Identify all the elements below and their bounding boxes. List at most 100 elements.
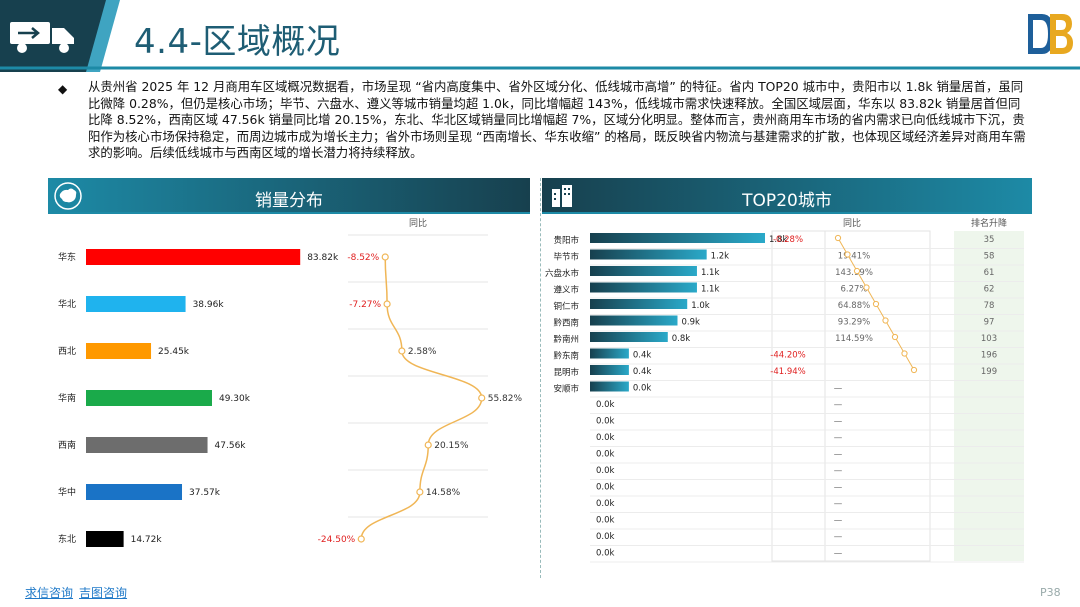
sales-value-label: 14.72k: [131, 535, 163, 545]
city-yoy-label: —: [834, 499, 843, 509]
city-sales-value-label: 0.0k: [596, 450, 615, 460]
region-label: 西北: [58, 346, 76, 357]
city-sales-value-label: 0.4k: [633, 367, 652, 377]
yoy-value-label: -8.52%: [347, 253, 379, 263]
footer-link-1[interactable]: 求信咨询: [25, 586, 74, 600]
city-yoy-label: 19.41%: [838, 252, 870, 262]
footer-link-2[interactable]: 吉图咨询: [79, 586, 128, 600]
rank-change-column-header: 排名升降: [971, 217, 1007, 229]
yoy-value-label: 55.82%: [488, 394, 523, 404]
city-label: 贵阳市: [553, 235, 579, 246]
city-label: 铜仁市: [553, 301, 579, 312]
sales-bar: [86, 390, 212, 406]
rank-change-label: 62: [984, 285, 995, 295]
city-sales-value-label: 0.0k: [596, 516, 615, 526]
region-label: 华中: [58, 486, 76, 498]
yoy-point: [424, 441, 432, 449]
header-band: [0, 0, 1080, 72]
city-sales-value-label: 0.0k: [596, 400, 615, 410]
sales-distribution-header: 销量分布: [48, 178, 530, 214]
city-sales-value-label: 1.1k: [701, 268, 720, 278]
city-sales-bar: [590, 233, 765, 243]
sales-value-label: 49.30k: [219, 394, 251, 404]
city-sales-value-label: 1.2k: [711, 252, 730, 262]
city-yoy-label: 6.27%: [840, 285, 867, 295]
yoy-point: [398, 347, 406, 355]
city-label: 黔西南: [553, 318, 579, 329]
region-label: 西南: [58, 439, 76, 451]
city-sales-value-label: 0.0k: [596, 549, 615, 559]
city-label: 六盘水市: [545, 268, 580, 279]
yoy-value-label: -24.50%: [318, 535, 356, 545]
sales-value-label: 37.57k: [189, 488, 221, 498]
sales-distribution-chart: 同比 华东 83.82k 华北 38.96k 西北 25.45k 华南 49.30k 西南 47.…: [58, 217, 523, 547]
city-sales-value-label: 0.4k: [633, 351, 652, 361]
yoy-point: [383, 300, 391, 308]
city-yoy-label: -44.20%: [770, 351, 805, 361]
city-label: 遵义市: [553, 285, 579, 296]
city-yoy-label: 143.99%: [835, 268, 873, 278]
yoy-value-label: 20.15%: [434, 441, 469, 451]
rank-change-label: 61: [984, 268, 995, 278]
city-sales-value-label: 0.0k: [596, 532, 615, 542]
city-yoy-label: —: [834, 549, 843, 559]
sales-bar: [86, 343, 152, 359]
city-yoy-label: 93.29%: [838, 318, 870, 328]
panel-divider: [540, 178, 542, 578]
city-sales-value-label: 1.0k: [691, 301, 710, 311]
city-yoy-column-header: 同比: [843, 217, 861, 229]
yoy-column-header: 同比: [409, 217, 427, 229]
rank-change-label: 103: [981, 334, 997, 344]
city-yoy-label: 64.88%: [838, 301, 870, 311]
city-sales-bar: [590, 348, 629, 359]
city-yoy-label: —: [834, 483, 843, 493]
rank-change-label: 78: [984, 301, 995, 311]
sales-distribution-title: 销量分布: [255, 191, 323, 211]
company-logo: [1028, 14, 1073, 54]
bullet-icon: ◆: [58, 82, 68, 96]
sales-value-label: 25.45k: [158, 347, 190, 357]
city-yoy-label: —: [834, 466, 843, 476]
sales-value-label: 83.82k: [307, 253, 339, 263]
city-yoy-label: -0.28%: [773, 235, 803, 245]
city-yoy-label: 114.59%: [835, 334, 873, 344]
city-sales-value-label: 0.0k: [633, 384, 652, 394]
header-banner: 4.4-区域概况: [0, 0, 1080, 72]
yoy-point: [357, 535, 365, 543]
building-icon: [552, 185, 572, 207]
region-label: 东北: [58, 533, 76, 545]
city-yoy-label: -41.94%: [770, 367, 805, 377]
region-label: 华南: [58, 392, 76, 404]
city-label: 毕节市: [553, 252, 579, 263]
yoy-column-frame: [771, 230, 931, 562]
city-yoy-point: [863, 284, 870, 291]
sales-bar: [86, 531, 124, 547]
region-label: 华东: [58, 251, 76, 263]
sales-bar: [86, 249, 301, 265]
city-yoy-point: [882, 317, 889, 324]
city-yoy-point: [891, 333, 899, 341]
city-yoy-point: [853, 267, 861, 275]
city-label: 黔东南: [553, 351, 579, 362]
rank-change-label: 97: [984, 318, 995, 328]
city-sales-value-label: 0.0k: [596, 483, 615, 493]
city-label: 黔南州: [553, 334, 579, 345]
city-sales-bar: [590, 266, 697, 276]
city-sales-value-label: 0.8k: [672, 334, 691, 344]
rank-change-label: 58: [984, 252, 995, 262]
rank-change-label: 199: [981, 367, 997, 377]
sales-bar: [86, 296, 186, 312]
yoy-value-label: 14.58%: [426, 488, 461, 498]
china-map-icon: [54, 182, 82, 210]
sales-bar: [86, 437, 208, 453]
city-yoy-label: —: [834, 384, 843, 394]
city-sales-value-label: 0.0k: [596, 433, 615, 443]
city-sales-bar: [590, 365, 629, 375]
city-label: 昆明市: [553, 367, 579, 378]
yoy-point: [381, 253, 389, 261]
city-sales-bar: [590, 282, 697, 293]
city-yoy-point: [901, 350, 908, 357]
city-sales-bar: [590, 299, 688, 309]
city-sales-value-label: 0.0k: [596, 417, 615, 427]
city-sales-value-label: 0.0k: [596, 499, 615, 509]
